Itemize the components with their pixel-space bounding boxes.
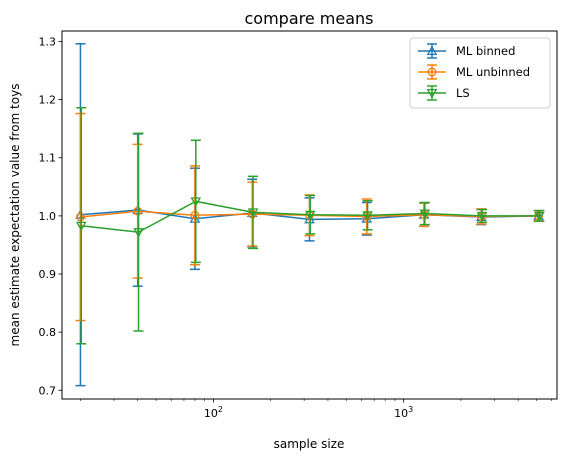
- x-axis-label: sample size: [274, 437, 345, 451]
- data-point: [362, 212, 372, 221]
- x-tick-label-exponent: 3: [408, 405, 413, 414]
- data-point: [419, 209, 431, 220]
- data-point: [247, 209, 257, 219]
- legend-label: LS: [456, 86, 470, 100]
- data-point: [247, 208, 259, 218]
- legend-item-ls: LS: [418, 85, 470, 101]
- legend-item-ml-unbinned: ML unbinned: [418, 64, 530, 80]
- legend-item-ml-binned: ML binned: [418, 43, 515, 59]
- y-axis: 0.7 0.8 0.9 1.0 1.1 1.2 1.3: [39, 35, 62, 397]
- y-tick-label: 0.9: [39, 268, 57, 281]
- data-point: [133, 206, 143, 216]
- data-point: [133, 228, 144, 238]
- y-tick-label: 1.2: [39, 94, 57, 107]
- y-tick-label: 1.1: [39, 152, 57, 165]
- plot-area: [75, 43, 545, 387]
- x-tick-label-base: 10: [394, 407, 408, 420]
- legend-box: [409, 37, 551, 109]
- y-tick-label: 0.8: [39, 326, 57, 339]
- data-point: [476, 211, 488, 222]
- legend-label: ML binned: [456, 44, 515, 58]
- x-tick-label: 103: [394, 405, 413, 420]
- x-tick-label-base: 10: [204, 407, 218, 420]
- legend-marker: [426, 45, 438, 56]
- x-tick-label: 102: [204, 405, 223, 420]
- data-point: [75, 221, 87, 232]
- chart-title: compare means: [245, 9, 374, 28]
- legend: ML binned ML unbinned LS: [409, 37, 551, 109]
- data-point: [305, 210, 316, 221]
- legend-marker: [426, 88, 438, 99]
- series-ls: [75, 106, 545, 345]
- data-point: [419, 210, 429, 220]
- y-axis-label: mean estimate expectation value from toy…: [8, 84, 22, 347]
- legend-label: ML unbinned: [456, 65, 530, 79]
- x-tick-label-exponent: 2: [218, 405, 223, 414]
- legend-marker: [427, 67, 437, 77]
- data-point: [190, 210, 200, 220]
- x-axis: 102 103: [80, 399, 552, 420]
- data-point: [75, 212, 85, 222]
- data-point: [534, 211, 545, 222]
- plot-frame: [61, 30, 558, 400]
- y-tick-label: 1.0: [39, 210, 57, 223]
- y-tick-label: 0.7: [39, 384, 57, 397]
- data-point: [362, 211, 373, 221]
- data-point: [190, 197, 202, 207]
- y-tick-label: 1.3: [39, 35, 57, 48]
